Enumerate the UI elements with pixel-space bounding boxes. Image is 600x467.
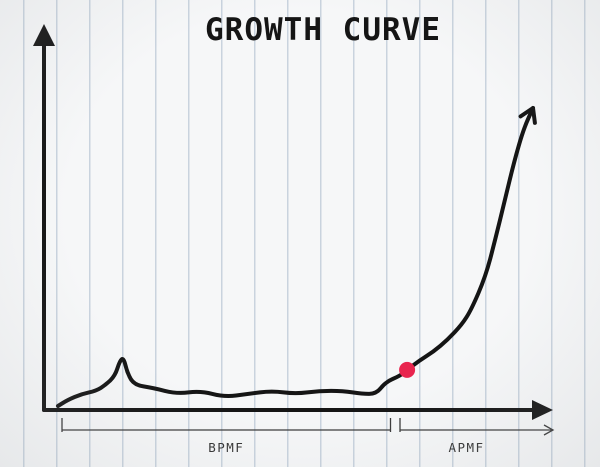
chart-title: GROWTH CURVE (205, 12, 441, 48)
highlight-point (399, 361, 416, 378)
growth-line-arrowhead (518, 106, 537, 125)
segment-bracket-arrow (543, 424, 555, 436)
growth-line (56, 106, 535, 408)
segment-brackets: BPMF APMF (61, 418, 555, 455)
y-axis-arrowhead (33, 24, 55, 46)
x-axis-arrowhead (532, 400, 553, 420)
segment-label: BPMF (208, 440, 244, 455)
segment-label: APMF (448, 440, 484, 455)
